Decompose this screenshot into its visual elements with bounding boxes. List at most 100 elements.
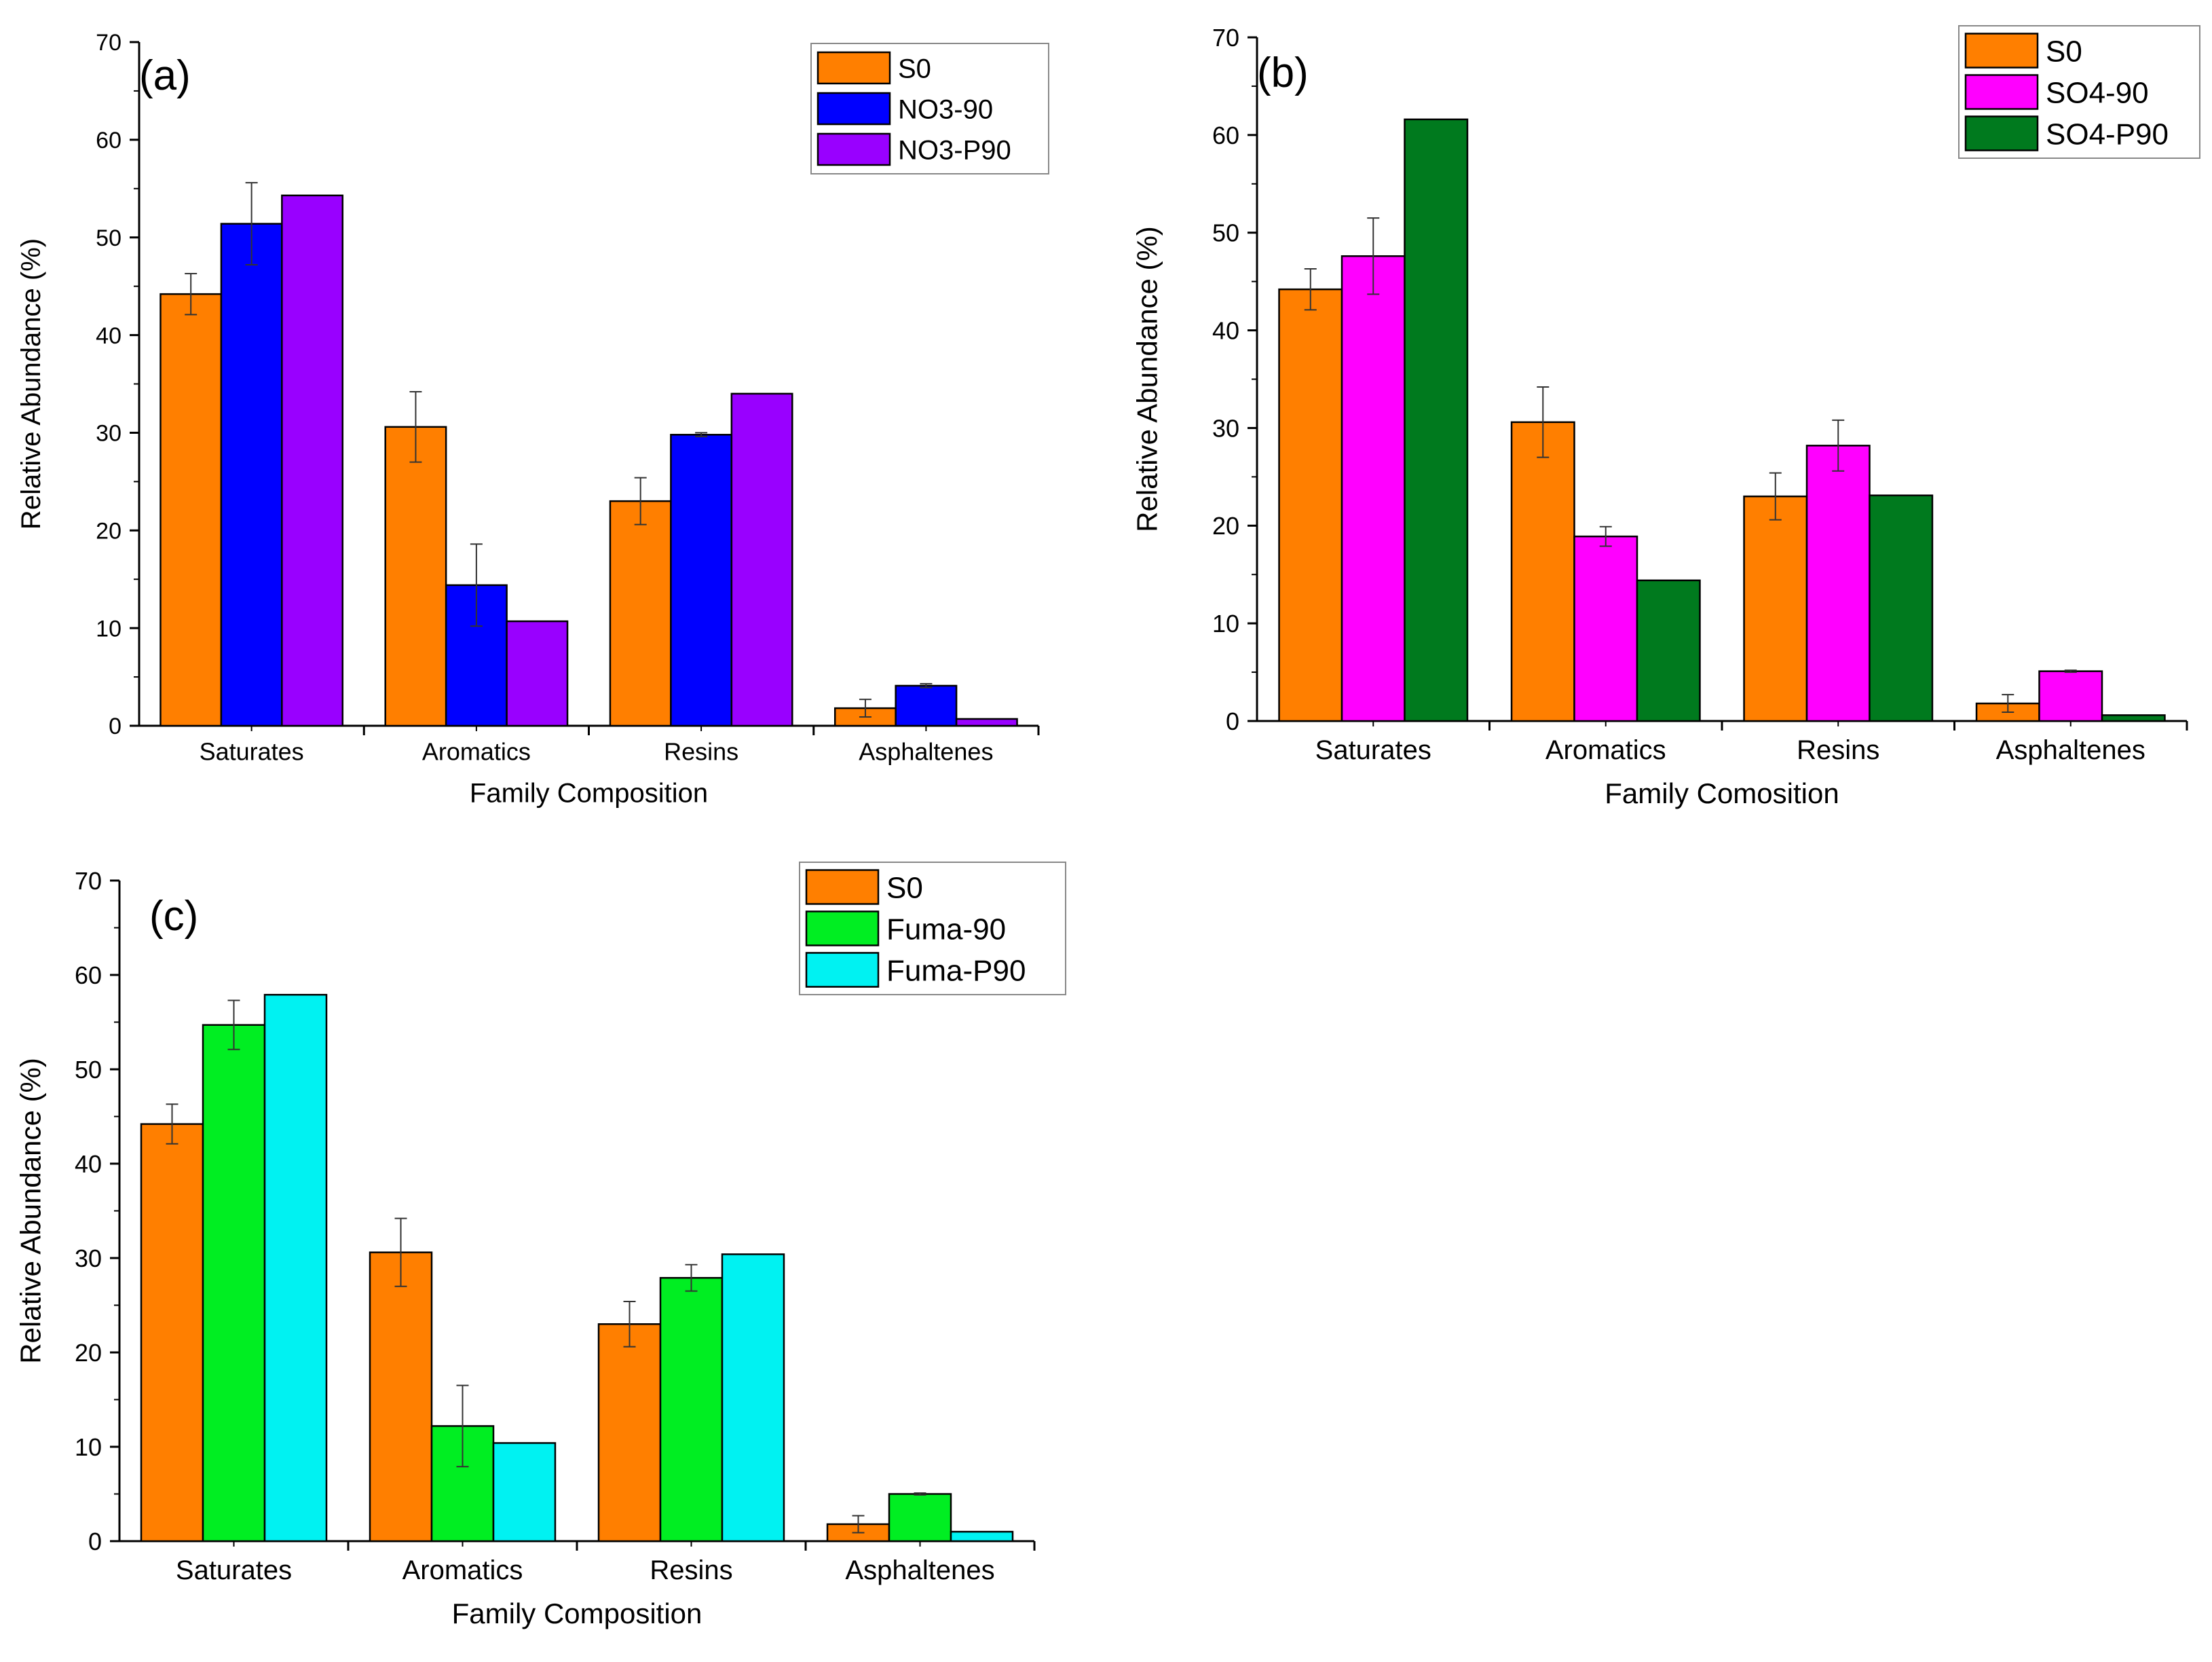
y-axis-label: Relative Abundance (%) (15, 1058, 47, 1364)
y-tick-label: 10 (1212, 610, 1239, 638)
bar (492, 1442, 557, 1543)
y-tick-label: 30 (96, 421, 121, 447)
legend-swatch (1964, 33, 2039, 69)
bar (281, 194, 344, 727)
x-axis-label: Family Composition (470, 778, 708, 808)
bar (1805, 445, 1871, 722)
y-tick-label: 20 (96, 519, 121, 544)
bar (1341, 255, 1406, 722)
bar (1573, 535, 1638, 722)
panel-label: (c) (149, 893, 198, 940)
x-tick-label: Aromatics (1545, 735, 1666, 765)
chart-panel-2: 0 10 20 30 40 50 60 70 Saturates Aromatics Resins A… (1131, 24, 2200, 809)
bar (369, 1251, 433, 1543)
legend-swatch (805, 952, 880, 988)
y-tick-label: 60 (96, 128, 121, 153)
bar (220, 223, 283, 727)
x-axis-label: Family Comosition (1605, 777, 1839, 809)
legend-swatch (817, 92, 891, 126)
legend-label: SO4-P90 (2046, 117, 2169, 151)
legend-label: NO3-90 (898, 94, 993, 124)
x-tick-label: Saturates (1315, 735, 1431, 765)
y-tick-label: 40 (1212, 317, 1239, 345)
bar (140, 1123, 204, 1543)
bar (1743, 495, 1808, 722)
y-tick-label: 20 (1212, 512, 1239, 540)
bar (160, 293, 223, 727)
legend-swatch (817, 51, 891, 85)
legend-swatch (1964, 115, 2039, 151)
y-tick-label: 10 (96, 616, 121, 642)
y-tick-label: 70 (96, 30, 121, 56)
bar (950, 1530, 1014, 1543)
legend-label: S0 (886, 871, 923, 904)
legend-swatch (805, 910, 880, 946)
y-axis-label: Relative Abundance (%) (16, 238, 46, 530)
y-axis-label: Relative Abundance (%) (1131, 226, 1163, 532)
legend-swatch (817, 132, 891, 166)
bar (1510, 421, 1575, 722)
legend-swatch (1964, 74, 2039, 110)
y-tick-label: 30 (1212, 414, 1239, 442)
legend: S0 Fuma-90 Fuma-P90 (799, 862, 1066, 995)
legend: S0 NO3-90 NO3-P90 (810, 43, 1049, 174)
x-tick-label: Resins (650, 1555, 732, 1585)
x-tick-label: Asphaltenes (845, 1555, 994, 1585)
x-tick-label: Saturates (176, 1555, 292, 1585)
bar (721, 1253, 785, 1543)
bar (955, 718, 1018, 727)
bar (609, 500, 672, 727)
x-tick-label: Resins (664, 737, 738, 765)
x-tick-label: Asphaltenes (1996, 735, 2145, 765)
y-tick-label: 70 (75, 867, 102, 895)
legend-swatch (805, 869, 880, 905)
y-tick-label: 60 (75, 961, 102, 989)
chart-panel-1: 0 10 20 30 40 50 60 70 Saturates Aromatics Resins A… (16, 30, 1049, 808)
legend-label: S0 (2046, 35, 2082, 68)
legend-label: SO4-90 (2046, 76, 2149, 109)
legend-label: S0 (898, 54, 931, 84)
bar (888, 1493, 952, 1543)
y-tick-label: 20 (75, 1339, 102, 1367)
legend-label: Fuma-90 (886, 912, 1006, 946)
y-tick-label: 0 (109, 714, 121, 739)
y-tick-label: 0 (88, 1528, 102, 1555)
bar (730, 392, 793, 727)
bar (597, 1323, 662, 1543)
x-axis-label: Family Composition (452, 1598, 702, 1629)
bar (2038, 670, 2103, 722)
bar (1869, 494, 1934, 722)
bar (1636, 579, 1701, 722)
y-tick-label: 50 (75, 1056, 102, 1084)
y-tick-label: 0 (1226, 707, 1239, 735)
bar (670, 434, 733, 727)
x-tick-label: Aromatics (402, 1555, 523, 1585)
y-tick-label: 40 (96, 323, 121, 349)
legend-label: Fuma-P90 (886, 954, 1026, 987)
y-tick-label: 30 (75, 1244, 102, 1272)
chart-panel-3: 0 10 20 30 40 50 60 70 Saturates Aromatics Resins A… (15, 862, 1066, 1629)
x-tick-label: Aromatics (422, 737, 531, 765)
bar (1404, 118, 1469, 722)
x-tick-label: Saturates (200, 737, 304, 765)
bar (1278, 288, 1343, 722)
y-tick-label: 70 (1212, 24, 1239, 52)
bar (659, 1276, 724, 1543)
y-tick-label: 60 (1212, 122, 1239, 149)
y-tick-label: 10 (75, 1433, 102, 1461)
panel-label: (b) (1257, 50, 1309, 96)
y-tick-label: 50 (96, 225, 121, 251)
panel-label: (a) (139, 52, 191, 99)
bar (895, 684, 958, 727)
x-tick-label: Asphaltenes (859, 737, 993, 765)
bar (263, 993, 328, 1543)
legend: S0 SO4-90 SO4-P90 (1958, 25, 2200, 159)
x-tick-label: Resins (1797, 735, 1879, 765)
legend-label: NO3-P90 (898, 135, 1011, 165)
bar (202, 1024, 266, 1543)
y-tick-label: 50 (1212, 219, 1239, 247)
bar (384, 426, 447, 727)
bar (2101, 714, 2166, 722)
y-tick-label: 40 (75, 1150, 102, 1178)
